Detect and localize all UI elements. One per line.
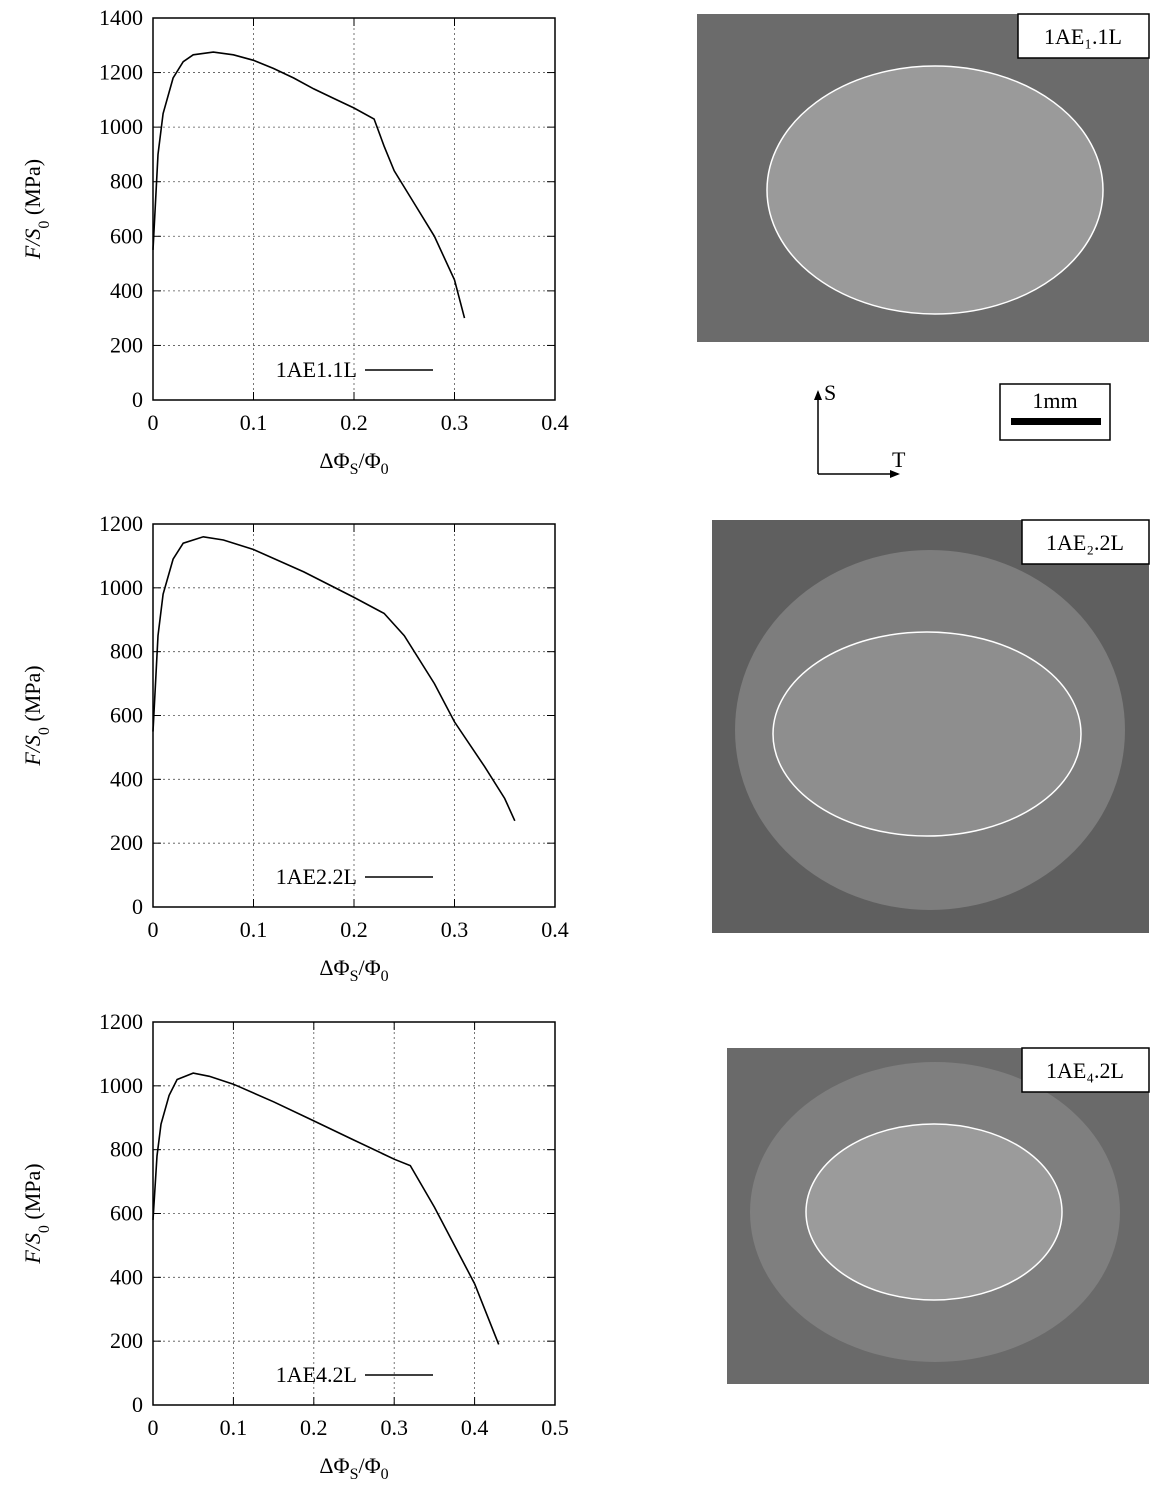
outline	[805, 1123, 1063, 1301]
x-axis-label-part: S	[350, 1466, 359, 1483]
orientation: S T	[814, 380, 906, 478]
series-line	[152, 535, 516, 822]
x-tick-label: 0.4	[461, 1415, 489, 1440]
y-axis-label-part: F/S	[20, 735, 45, 767]
y-tick-label: 200	[110, 332, 143, 357]
x-axis-label-part: 0	[381, 1466, 389, 1483]
y-axis-label-part: (MPa)	[20, 1163, 45, 1225]
y-tick-label: 400	[110, 1264, 143, 1289]
y-tick-label: 600	[110, 1201, 143, 1226]
x-axis-label-part: 0	[381, 461, 389, 478]
axis-t: T	[892, 447, 906, 472]
y-tick-label: 0	[132, 387, 143, 412]
y-tick-label: 600	[110, 703, 143, 728]
x-tick-label: 0.4	[541, 917, 569, 942]
y-tick-label: 400	[110, 766, 143, 791]
photo: 1AE₁.1L	[697, 13, 1150, 342]
legend-label: 1AE4.2L	[276, 1362, 357, 1387]
y-tick-label: 1000	[99, 1073, 143, 1098]
x-tick-label: 0.3	[441, 917, 469, 942]
y-axis-label: F/S0 (MPa)	[20, 665, 53, 766]
y-tick-label: 200	[110, 1328, 143, 1353]
y-axis-label-part: 0	[36, 727, 53, 735]
y-tick-label: 1200	[99, 1009, 143, 1034]
photo: 1AE₄.2L	[727, 1047, 1150, 1384]
legend-label: 1AE1.1L	[276, 357, 357, 382]
y-axis-label-part: (MPa)	[20, 665, 45, 727]
photo-label: 1AE₁.1L	[1044, 24, 1122, 49]
label-box	[1021, 519, 1150, 565]
axis-s: S	[824, 380, 836, 405]
x-tick-label: 0.1	[220, 1415, 248, 1440]
x-axis-label: ΔΦS/Φ0	[319, 448, 388, 478]
x-tick-label: 0	[148, 917, 159, 942]
y-tick-label: 800	[110, 169, 143, 194]
x-tick-label: 0.2	[340, 410, 368, 435]
photo-label: 1AE₂.2L	[1046, 530, 1124, 555]
scale-line	[1011, 418, 1101, 425]
x-tick-label: 0	[148, 1415, 159, 1440]
y-tick-label: 600	[110, 223, 143, 248]
y-tick-label: 800	[110, 639, 143, 664]
y-tick-label: 1200	[99, 511, 143, 536]
x-tick-label: 0	[148, 410, 159, 435]
series-line	[152, 1072, 500, 1345]
x-tick-label: 0.3	[441, 410, 469, 435]
y-tick-label: 0	[132, 1392, 143, 1417]
arrow-head	[814, 390, 822, 400]
x-axis-label-part: S	[350, 968, 359, 985]
plot-frame	[152, 523, 556, 908]
scale-box	[999, 383, 1111, 441]
y-axis-label-part: F/S	[20, 229, 45, 261]
y-tick-label: 400	[110, 278, 143, 303]
y-tick-label: 0	[132, 894, 143, 919]
label-box	[1017, 13, 1150, 59]
x-axis-label-part: ΔΦ	[319, 1453, 349, 1478]
x-axis-label-part: ΔΦ	[319, 955, 349, 980]
y-tick-label: 1000	[99, 114, 143, 139]
label-box	[1021, 1047, 1150, 1093]
y-tick-label: 200	[110, 830, 143, 855]
y-axis-label-part: F/S	[20, 1233, 45, 1265]
arrow-head	[890, 470, 900, 478]
y-axis-label-part: 0	[36, 221, 53, 229]
x-axis-label: ΔΦS/Φ0	[319, 1453, 388, 1483]
x-tick-label: 0.3	[380, 1415, 408, 1440]
legend-label: 1AE2.2L	[276, 864, 357, 889]
scale-label: 1mm	[1032, 388, 1077, 413]
y-axis-label-part: 0	[36, 1225, 53, 1233]
outline	[766, 65, 1104, 315]
y-axis-label: F/S0 (MPa)	[20, 1163, 53, 1264]
outline	[772, 631, 1082, 837]
x-axis-label-part: 0	[381, 968, 389, 985]
y-axis-label: F/S0 (MPa)	[20, 159, 53, 260]
series-line	[152, 51, 466, 319]
x-axis-label-part: /Φ	[358, 955, 380, 980]
scale-bar: 1mm	[999, 383, 1111, 441]
x-tick-label: 0.5	[541, 1415, 569, 1440]
y-tick-label: 800	[110, 1137, 143, 1162]
y-tick-label: 1200	[99, 60, 143, 85]
x-axis-label: ΔΦS/Φ0	[319, 955, 388, 985]
x-tick-label: 0.1	[240, 917, 268, 942]
x-axis-label-part: /Φ	[358, 448, 380, 473]
x-tick-label: 0.1	[240, 410, 268, 435]
x-axis-label-part: ΔΦ	[319, 448, 349, 473]
x-tick-label: 0.4	[541, 410, 569, 435]
x-axis-label-part: S	[350, 461, 359, 478]
photo-label: 1AE₄.2L	[1046, 1058, 1124, 1083]
x-tick-label: 0.2	[340, 917, 368, 942]
photo: 1AE₂.2L	[712, 519, 1150, 933]
y-axis-label-part: (MPa)	[20, 159, 45, 221]
plot-frame	[152, 17, 556, 401]
x-tick-label: 0.2	[300, 1415, 328, 1440]
y-tick-label: 1000	[99, 575, 143, 600]
y-tick-label: 1400	[99, 5, 143, 30]
x-axis-label-part: /Φ	[358, 1453, 380, 1478]
